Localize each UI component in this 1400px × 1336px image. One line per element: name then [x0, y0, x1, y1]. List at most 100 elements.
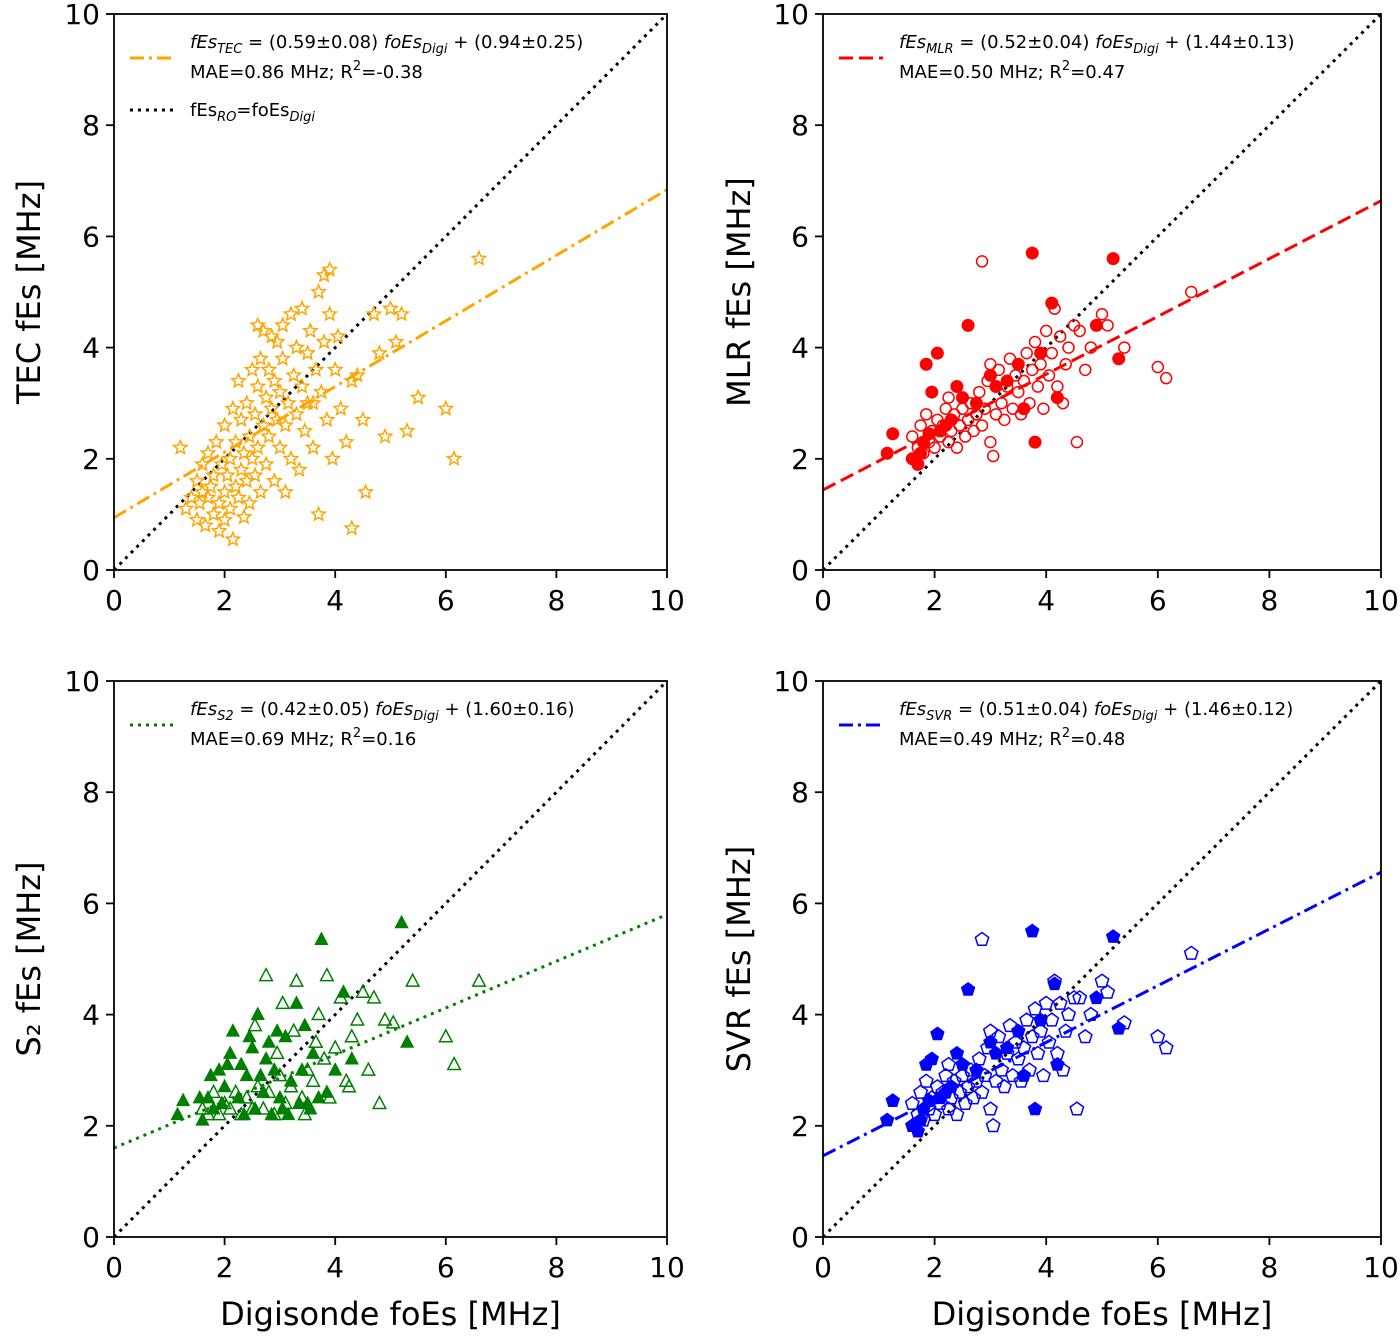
data-point-open [941, 1056, 957, 1072]
data-point-open [268, 333, 286, 350]
data-point-filled [175, 1092, 191, 1107]
data-point-open [193, 455, 211, 472]
x-tick-label: 6 [437, 584, 455, 617]
data-point-filled [311, 1089, 326, 1104]
data-point-open [928, 441, 941, 454]
data-point-open [312, 383, 330, 400]
data-point-open [961, 413, 975, 427]
data-point-open [1094, 973, 1110, 988]
data-point-open [337, 433, 355, 450]
data-point-open [205, 466, 223, 483]
y-tick-label: 10 [773, 0, 809, 31]
data-point-open [188, 511, 206, 528]
data-point-open [1059, 358, 1072, 371]
data-point-filled [1028, 435, 1042, 449]
data-point-filled [1025, 923, 1040, 938]
data-point-open [1007, 1034, 1024, 1049]
data-point-open [319, 967, 335, 982]
data-point-filled [267, 1062, 282, 1076]
data-point-filled [922, 427, 936, 441]
data-point-open [275, 994, 291, 1010]
data-point-filled [989, 380, 1003, 394]
data-point-filled [1033, 1012, 1048, 1027]
data-point-open [1159, 371, 1173, 385]
data-point-open [984, 358, 997, 371]
data-point-open [988, 1073, 1004, 1088]
data-point-open [224, 399, 242, 417]
identity-line [114, 681, 667, 1237]
data-point-open [329, 327, 347, 344]
x-tick-label: 10 [649, 584, 685, 617]
data-point-filled [955, 1057, 970, 1071]
data-point-filled [1000, 374, 1014, 388]
data-point-filled [170, 1106, 185, 1121]
plot-frame [822, 13, 1382, 571]
data-point-filled [960, 981, 976, 996]
data-point-open [1077, 1028, 1093, 1044]
identity-line [823, 681, 1381, 1237]
data-point-open [1183, 945, 1199, 960]
data-point-filled [1106, 252, 1120, 266]
y-axis-label: MLR fEs [MHz] [720, 177, 758, 407]
x-tick-label: 2 [926, 584, 944, 617]
data-point-open [308, 1033, 324, 1049]
data-point-open [939, 402, 953, 416]
data-point-open [1069, 1101, 1085, 1116]
data-point-open [385, 1014, 401, 1029]
x-tick-label: 10 [1363, 584, 1399, 617]
data-point-filled [264, 1106, 279, 1121]
data-point-filled [911, 457, 925, 471]
data-point-filled [283, 1073, 299, 1087]
data-point-open [1058, 1023, 1074, 1038]
data-point-open [276, 416, 294, 433]
data-point-open [984, 435, 997, 449]
data-point-open [1041, 1034, 1057, 1049]
data-point-open [996, 1078, 1012, 1094]
data-point-filled [239, 1067, 254, 1082]
data-point-open [409, 388, 427, 405]
data-point-open [238, 394, 256, 411]
data-point-filled [336, 984, 351, 998]
data-point-open [438, 1028, 454, 1043]
data-point-open [310, 505, 328, 522]
chart-mlr: 0 2 4 6 8 10 0 2 4 6 8 10 MLR fEs [MHz] fEsMLR = (0.5… [720, 0, 1399, 617]
legend-mae: MAE=0.86 MHz; R2=-0.38 [190, 59, 423, 83]
x-tick-label: 0 [814, 1251, 832, 1284]
data-point-open [199, 488, 217, 505]
data-point-open [1052, 995, 1068, 1010]
data-point-open [986, 449, 1000, 463]
data-point-open [293, 299, 311, 316]
data-point-open [252, 483, 270, 500]
data-point-open [243, 449, 261, 467]
data-point-open [1073, 324, 1086, 338]
data-point-open [1101, 319, 1114, 332]
legend-fit-equation: fEsS2 = (0.42±0.05) foEsDigi + (1.60±0.1… [190, 699, 575, 724]
data-point-open [247, 1017, 263, 1032]
data-point-open [265, 372, 283, 389]
x-tick-label: 4 [326, 1251, 344, 1284]
plot-area [114, 14, 667, 570]
data-point-filled [1027, 1101, 1043, 1116]
data-point-filled [192, 1089, 207, 1104]
data-point-open [250, 1078, 266, 1093]
data-point-open [942, 391, 955, 404]
data-point-filled [292, 1095, 307, 1109]
fit-line [823, 870, 1381, 1158]
data-point-open [960, 1078, 976, 1094]
data-point-open [269, 1044, 285, 1060]
y-tick-label: 4 [791, 332, 809, 365]
data-point-open [349, 1011, 365, 1026]
y-tick-label: 2 [791, 443, 809, 476]
data-point-open [246, 466, 264, 483]
x-tick-label: 0 [105, 1251, 123, 1284]
plot-frame [113, 13, 668, 571]
data-point-filled [328, 1062, 343, 1076]
data-point-filled [969, 1062, 984, 1077]
data-point-open [276, 483, 294, 500]
data-point-open [265, 472, 283, 489]
data-point-open [232, 460, 250, 478]
legend: fEsTEC = (0.59±0.08) foEsDigi + (0.94±0.… [130, 32, 583, 125]
data-point-open [360, 1061, 376, 1076]
data-point-filled [925, 385, 939, 399]
data-point-open [354, 410, 372, 428]
